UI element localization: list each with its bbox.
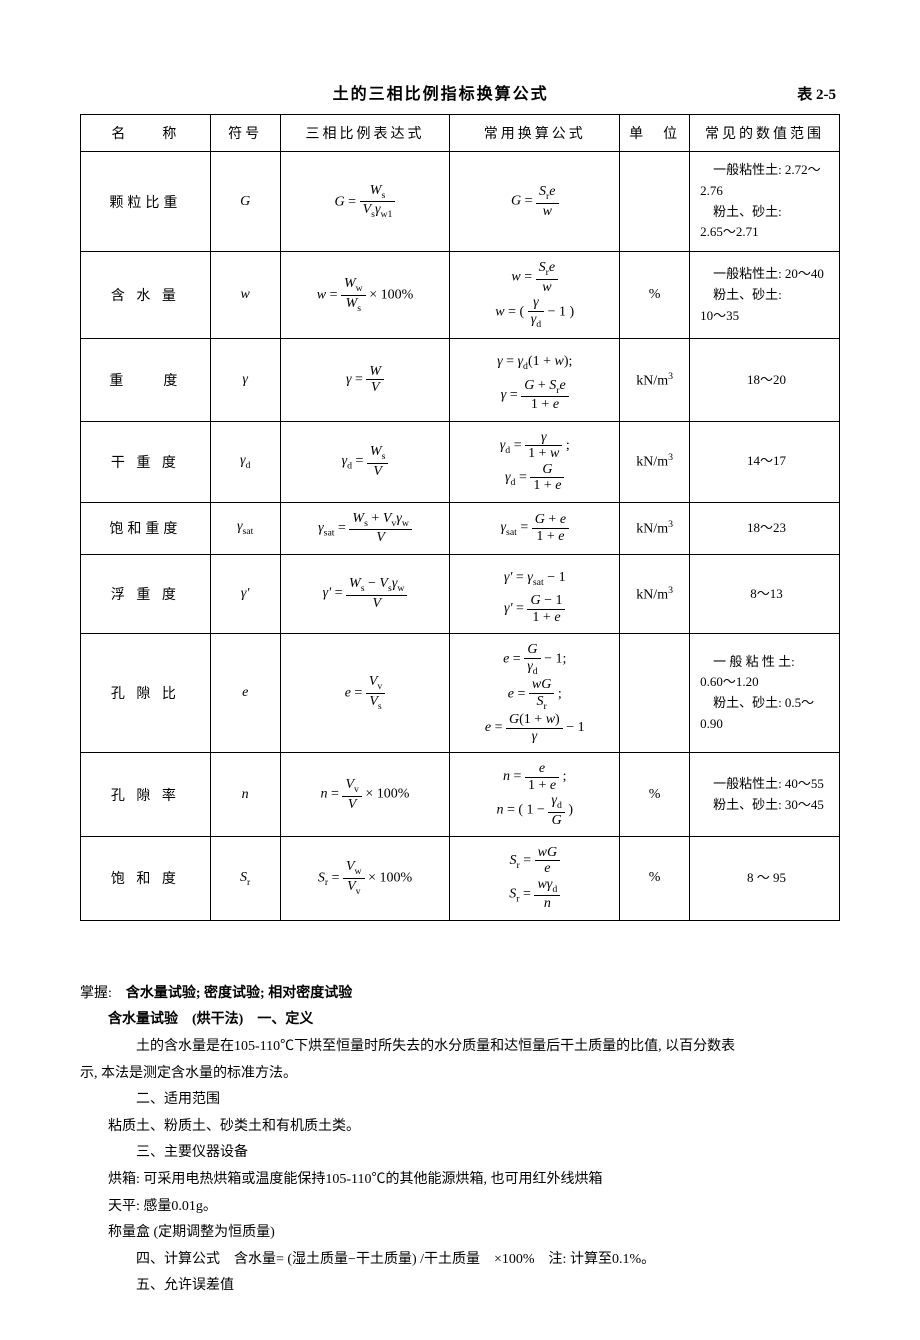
cell-name: 含 水 量 xyxy=(81,252,211,339)
cell-common: e = Gγd − 1;e = wGSr ;e = G(1 + w)γ − 1 xyxy=(450,634,620,753)
cell-common: γd = γ1 + w ;γd = G1 + e xyxy=(450,421,620,502)
table-row: 颗粒比重GG = WsVsγw1G = Srew 一般粘性土: 2.72～2.7… xyxy=(81,152,840,252)
cell-unit: % xyxy=(620,252,690,339)
cell-symbol: γsat xyxy=(210,502,280,554)
table-row: 含 水 量ww = WwWs × 100%w = Sreww = ( γγd −… xyxy=(81,252,840,339)
cell-range: 一般粘性土: 20～40 粉土、砂土:10～35 xyxy=(690,252,840,339)
cell-unit xyxy=(620,152,690,252)
cell-symbol: Sr xyxy=(210,836,280,920)
cell-range: 一 般 粘 性 土:0.60～1.20 粉土、砂土: 0.5～0.90 xyxy=(690,634,840,753)
cell-range: 18～23 xyxy=(690,502,840,554)
cell-symbol: n xyxy=(210,753,280,837)
cell-expr: γd = WsV xyxy=(280,421,450,502)
th-common: 常用换算公式 xyxy=(450,115,620,152)
cell-symbol: G xyxy=(210,152,280,252)
cell-unit: % xyxy=(620,836,690,920)
cell-range: 14～17 xyxy=(690,421,840,502)
th-expr: 三相比例表达式 xyxy=(280,115,450,152)
h3: 三、主要仪器设备 xyxy=(80,1140,840,1167)
cell-expr: γ = WV xyxy=(280,339,450,422)
cell-name: 浮 重 度 xyxy=(81,554,211,634)
p1: 土的含水量是在105-110℃下烘至恒量时所失去的水分质量和达恒量后干土质量的比… xyxy=(80,1034,840,1061)
cell-unit: kN/m3 xyxy=(620,554,690,634)
cell-common: G = Srew xyxy=(450,152,620,252)
cell-expr: w = WwWs × 100% xyxy=(280,252,450,339)
th-unit: 单 位 xyxy=(620,115,690,152)
table-row: 孔 隙 比ee = VvVse = Gγd − 1;e = wGSr ;e = … xyxy=(81,634,840,753)
cell-common: γ' = γsat − 1γ' = G − 11 + e xyxy=(450,554,620,634)
cell-unit: kN/m3 xyxy=(620,421,690,502)
cell-name: 孔 隙 率 xyxy=(81,753,211,837)
table-row: 孔 隙 率nn = VvV × 100%n = e1 + e ;n = ( 1 … xyxy=(81,753,840,837)
cell-expr: γ' = Ws − VsγwV xyxy=(280,554,450,634)
formula-table: 名 称 符号 三相比例表达式 常用换算公式 单 位 常见的数值范围 颗粒比重GG… xyxy=(80,114,840,921)
cell-symbol: e xyxy=(210,634,280,753)
cell-expr: e = VvVs xyxy=(280,634,450,753)
cell-unit: kN/m3 xyxy=(620,502,690,554)
master-bold: 含水量试验; 密度试验; 相对密度试验 xyxy=(126,986,352,1001)
cell-range: 一般粘性土: 2.72～2.76 粉土、砂土:2.65～2.71 xyxy=(690,152,840,252)
h1: 含水量试验 (烘干法) 一、定义 xyxy=(80,1007,840,1034)
cell-symbol: γ xyxy=(210,339,280,422)
cell-common: n = e1 + e ;n = ( 1 − γdG ) xyxy=(450,753,620,837)
page-title: 土的三相比例指标换算公式 xyxy=(84,80,797,104)
cell-name: 饱和重度 xyxy=(81,502,211,554)
cell-common: w = Sreww = ( γγd − 1 ) xyxy=(450,252,620,339)
cell-symbol: γd xyxy=(210,421,280,502)
table-row: 重 度γγ = WVγ = γd(1 + w);γ = G + Sre1 + e… xyxy=(81,339,840,422)
cell-name: 孔 隙 比 xyxy=(81,634,211,753)
cell-range: 一般粘性土: 40～55 粉土、砂土: 30～45 xyxy=(690,753,840,837)
table-row: 浮 重 度γ'γ' = Ws − VsγwVγ' = γsat − 1γ' = … xyxy=(81,554,840,634)
cell-unit: % xyxy=(620,753,690,837)
th-symbol: 符号 xyxy=(210,115,280,152)
h4: 四、计算公式 含水量= (湿土质量−干土质量) /干土质量 ×100% 注: 计… xyxy=(80,1247,840,1274)
cell-expr: Sr = VwVv × 100% xyxy=(280,836,450,920)
cell-expr: n = VvV × 100% xyxy=(280,753,450,837)
cell-name: 干 重 度 xyxy=(81,421,211,502)
table-row: 干 重 度γdγd = WsVγd = γ1 + w ;γd = G1 + ek… xyxy=(81,421,840,502)
cell-common: γsat = G + e1 + e xyxy=(450,502,620,554)
text-section: 掌握: 含水量试验; 密度试验; 相对密度试验 含水量试验 (烘干法) 一、定义… xyxy=(80,981,840,1300)
h5: 五、允许误差值 xyxy=(80,1273,840,1300)
cell-symbol: γ' xyxy=(210,554,280,634)
cell-name: 饱 和 度 xyxy=(81,836,211,920)
cell-name: 重 度 xyxy=(81,339,211,422)
p3b: 天平: 感量0.01g。 xyxy=(80,1194,840,1221)
cell-expr: G = WsVsγw1 xyxy=(280,152,450,252)
p1b: 示, 本法是测定含水量的标准方法。 xyxy=(80,1061,840,1088)
cell-common: γ = γd(1 + w);γ = G + Sre1 + e xyxy=(450,339,620,422)
p2: 粘质土、粉质土、砂类土和有机质土类。 xyxy=(80,1114,840,1141)
cell-unit xyxy=(620,634,690,753)
cell-unit: kN/m3 xyxy=(620,339,690,422)
table-row: 饱和重度γsatγsat = Ws + VvγwVγsat = G + e1 +… xyxy=(81,502,840,554)
p3c: 称量盒 (定期调整为恒质量) xyxy=(80,1220,840,1247)
cell-expr: γsat = Ws + VvγwV xyxy=(280,502,450,554)
cell-name: 颗粒比重 xyxy=(81,152,211,252)
table-number: 表 2-5 xyxy=(797,83,836,104)
th-range: 常见的数值范围 xyxy=(690,115,840,152)
p3a: 烘箱: 可采用电热烘箱或温度能保持105-110℃的其他能源烘箱, 也可用红外线… xyxy=(80,1167,840,1194)
h2: 二、适用范围 xyxy=(80,1087,840,1114)
master-line: 掌握: 含水量试验; 密度试验; 相对密度试验 xyxy=(80,981,840,1008)
cell-range: 8～13 xyxy=(690,554,840,634)
th-name: 名 称 xyxy=(81,115,211,152)
cell-common: Sr = wGeSr = wγdn xyxy=(450,836,620,920)
cell-symbol: w xyxy=(210,252,280,339)
table-row: 饱 和 度SrSr = VwVv × 100%Sr = wGeSr = wγdn… xyxy=(81,836,840,920)
cell-range: 18～20 xyxy=(690,339,840,422)
cell-range: 8 ～ 95 xyxy=(690,836,840,920)
